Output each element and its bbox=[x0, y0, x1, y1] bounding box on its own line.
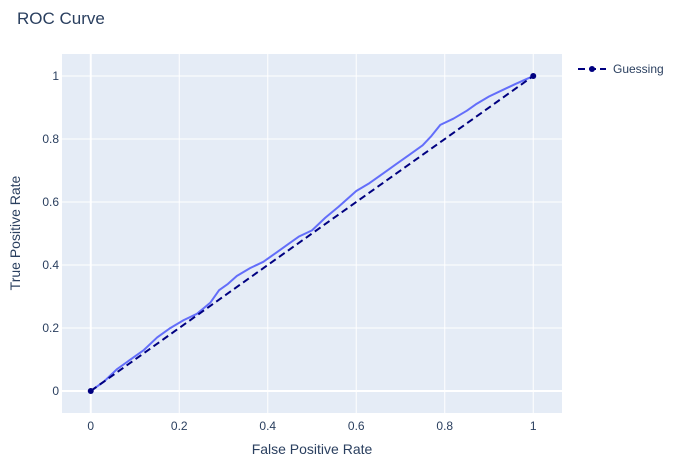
legend-marker bbox=[589, 66, 595, 72]
legend[interactable]: Guessing bbox=[578, 62, 664, 76]
x-tick-label: 0 bbox=[87, 419, 94, 433]
y-tick-label: 1 bbox=[52, 69, 59, 83]
y-axis-title: True Positive Rate bbox=[7, 175, 23, 290]
legend-item-guessing[interactable]: Guessing bbox=[578, 62, 664, 76]
x-tick-label: 1 bbox=[530, 419, 537, 433]
x-tick-label: 0.2 bbox=[171, 419, 188, 433]
grid-lines bbox=[62, 54, 562, 413]
y-tick-label: 0 bbox=[52, 384, 59, 398]
y-tick-label: 0.2 bbox=[42, 321, 59, 335]
x-axis-title: False Positive Rate bbox=[252, 441, 373, 457]
series-line-roc bbox=[90, 75, 534, 392]
x-tick-label: 0.4 bbox=[259, 419, 276, 433]
x-tick-label: 0.6 bbox=[348, 419, 365, 433]
data-point[interactable] bbox=[530, 73, 537, 80]
series-layer bbox=[87, 73, 537, 394]
y-tick-label: 0.6 bbox=[42, 195, 59, 209]
data-point[interactable] bbox=[87, 387, 94, 394]
y-tick-label: 0.4 bbox=[42, 258, 59, 272]
chart-title: ROC Curve bbox=[17, 9, 105, 28]
series-line-guessing bbox=[90, 75, 534, 392]
legend-label: Guessing bbox=[613, 62, 664, 76]
x-axis-ticks: 0 0.2 0.4 0.6 0.8 1 bbox=[87, 419, 536, 433]
x-tick-label: 0.8 bbox=[436, 419, 453, 433]
y-axis-ticks: 0 0.2 0.4 0.6 0.8 1 bbox=[42, 69, 59, 398]
y-tick-label: 0.8 bbox=[42, 132, 59, 146]
